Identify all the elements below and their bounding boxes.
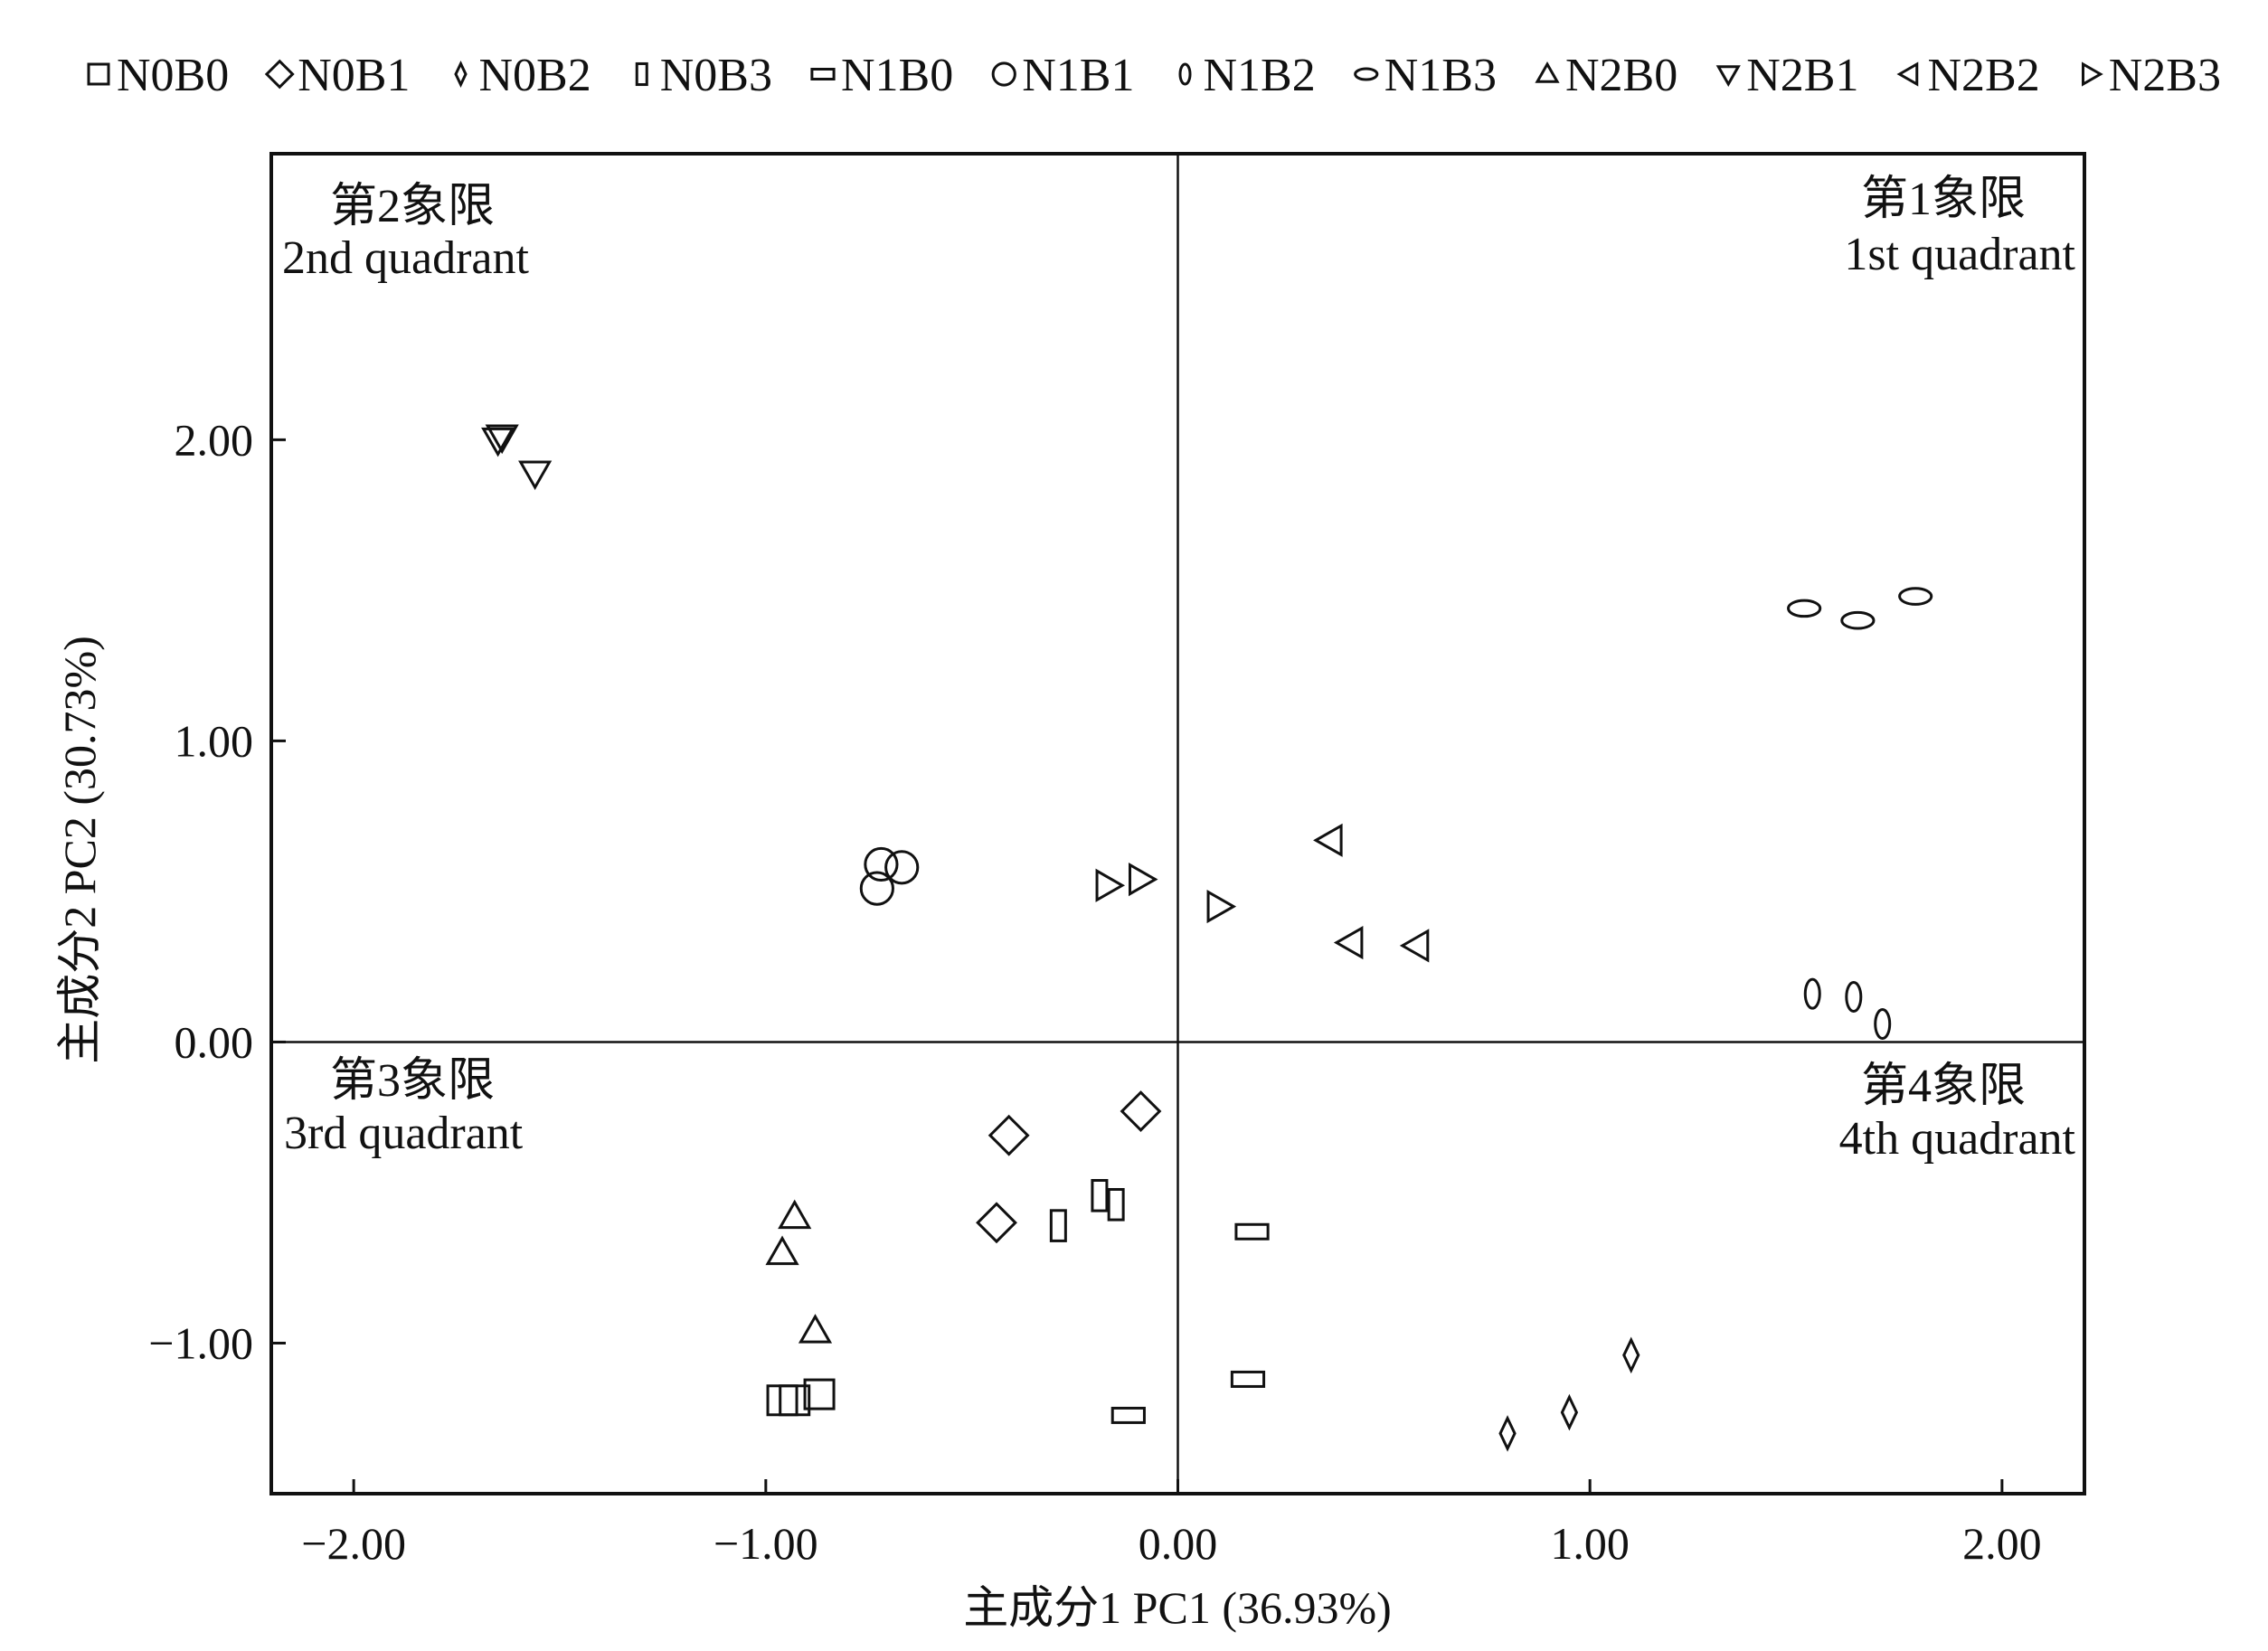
axis-ticks: −2.00 −1.00 0.00 1.00 2.00 −1.00 0.00 1.00 2.00 <box>148 414 2041 1569</box>
legend-marker-N0B3 <box>635 61 648 87</box>
x-axis-title: 主成分1 PC1 (36.93%) <box>963 1582 1392 1633</box>
series-N2B3 <box>1095 863 1237 924</box>
data-point-N1B1 <box>859 871 894 906</box>
legend-label-N1B3: N1B3 <box>1384 50 1497 101</box>
data-point-N0B0 <box>779 1384 811 1417</box>
quadrant-labels: 第2象限 2nd quadrant 第1象限 1st quadrant 第3象限… <box>282 174 2076 1165</box>
data-point-N1B3 <box>1787 599 1822 618</box>
data-point-N1B2 <box>1874 1007 1892 1040</box>
data-point-N1B0 <box>1230 1370 1266 1388</box>
legend-marker-N2B1 <box>1715 65 1741 88</box>
data-point-N1B0 <box>1110 1406 1146 1424</box>
data-point-N2B2 <box>1333 925 1364 960</box>
data-point-N2B0 <box>778 1199 812 1230</box>
legend-label-N0B0: N0B0 <box>117 50 229 101</box>
data-point-N2B1 <box>485 424 519 455</box>
y-axis-title: 主成分2 PC2 (30.73%) <box>54 636 105 1064</box>
data-point-N0B2 <box>1560 1393 1579 1431</box>
data-points <box>481 424 1933 1452</box>
legend-label-N2B1: N2B1 <box>1746 50 1858 101</box>
legend-marker-N2B2 <box>1896 61 1919 87</box>
x-tick-label: −1.00 <box>713 1518 818 1569</box>
series-N1B2 <box>1803 977 1892 1040</box>
legend-label-N2B0: N2B0 <box>1565 50 1677 101</box>
quadrant-2-label-cn: 第2象限 <box>330 181 495 232</box>
legend-label-N0B3: N0B3 <box>660 50 772 101</box>
data-point-N0B2 <box>1498 1415 1517 1452</box>
data-point-N2B3 <box>1206 889 1237 924</box>
x-tick-label: 2.00 <box>1962 1518 2042 1569</box>
data-point-N2B1 <box>481 427 515 458</box>
data-point-N2B1 <box>518 460 553 491</box>
legend-label-N1B2: N1B2 <box>1204 50 1316 101</box>
data-point-N2B0 <box>798 1314 833 1344</box>
legend-marker-N0B1 <box>264 59 295 90</box>
data-point-N0B2 <box>1622 1336 1640 1374</box>
quadrant-2-label-en: 2nd quadrant <box>282 232 529 284</box>
legend-label-N0B2: N0B2 <box>479 50 591 101</box>
legend-label-N2B3: N2B3 <box>2109 50 2221 101</box>
series-N1B3 <box>1787 587 1933 630</box>
data-point-N0B1 <box>1120 1090 1162 1132</box>
data-point-N2B0 <box>765 1235 799 1266</box>
series-N1B0 <box>1110 1222 1270 1424</box>
legend-marker-N2B0 <box>1535 61 1560 83</box>
data-point-N2B3 <box>1095 868 1126 902</box>
data-point-N0B0 <box>766 1384 799 1417</box>
data-point-N1B1 <box>884 850 920 885</box>
data-point-N0B1 <box>988 1114 1030 1156</box>
quadrant-1-label-cn: 第1象限 <box>1861 174 2026 225</box>
data-point-N2B2 <box>1313 823 1343 857</box>
y-tick-label: 2.00 <box>175 414 254 465</box>
legend-marker-N1B0 <box>810 68 836 80</box>
legend: N0B0 N0B1 N0B2 N0B3 N1B0 N1B1 N1B2 N1B3 N2B0 N2B1… <box>87 50 2221 101</box>
y-tick-label: −1.00 <box>148 1317 253 1368</box>
quadrant-4-label-en: 4th quadrant <box>1839 1113 2076 1165</box>
legend-label-N2B2: N2B2 <box>1928 50 2040 101</box>
series-N0B1 <box>976 1090 1162 1244</box>
quadrant-3-label-en: 3rd quadrant <box>284 1108 524 1159</box>
series-N2B1 <box>481 424 553 491</box>
legend-marker-N1B3 <box>1354 67 1379 81</box>
legend-label-N0B1: N0B1 <box>298 50 410 101</box>
series-N2B2 <box>1313 823 1430 963</box>
series-N0B2 <box>1498 1336 1640 1452</box>
series-N0B3 <box>1049 1178 1125 1242</box>
data-point-N0B3 <box>1107 1187 1125 1222</box>
x-tick-label: 1.00 <box>1550 1518 1630 1569</box>
legend-marker-N1B2 <box>1178 62 1192 86</box>
data-point-N1B0 <box>1234 1222 1270 1241</box>
legend-marker-N1B1 <box>991 61 1016 87</box>
legend-marker-N0B2 <box>454 60 468 89</box>
data-point-N0B0 <box>803 1378 836 1410</box>
data-point-N1B3 <box>1898 587 1933 606</box>
legend-marker-N0B0 <box>87 62 110 86</box>
data-point-N0B3 <box>1091 1178 1109 1212</box>
data-point-N1B2 <box>1803 977 1821 1010</box>
x-tick-label: −2.00 <box>301 1518 406 1569</box>
data-point-N1B3 <box>1840 610 1876 630</box>
legend-marker-N2B3 <box>2082 61 2103 87</box>
data-point-N0B1 <box>976 1202 1017 1244</box>
data-point-N2B2 <box>1399 929 1430 963</box>
quadrant-1-label-en: 1st quadrant <box>1844 229 2075 280</box>
series-N0B0 <box>766 1378 836 1417</box>
legend-label-N1B0: N1B0 <box>841 50 953 101</box>
quadrant-3-label-cn: 第3象限 <box>330 1055 495 1107</box>
data-point-N1B1 <box>864 846 899 882</box>
data-point-N1B2 <box>1845 980 1863 1013</box>
quadrant-4-label-cn: 第4象限 <box>1861 1061 2026 1112</box>
legend-label-N1B1: N1B1 <box>1022 50 1134 101</box>
data-point-N0B3 <box>1049 1209 1067 1242</box>
data-point-N2B3 <box>1128 863 1158 897</box>
series-N1B1 <box>859 846 920 906</box>
x-tick-label: 0.00 <box>1139 1518 1218 1569</box>
y-tick-label: 0.00 <box>175 1016 254 1067</box>
series-N2B0 <box>765 1199 833 1344</box>
y-tick-label: 1.00 <box>175 715 254 766</box>
